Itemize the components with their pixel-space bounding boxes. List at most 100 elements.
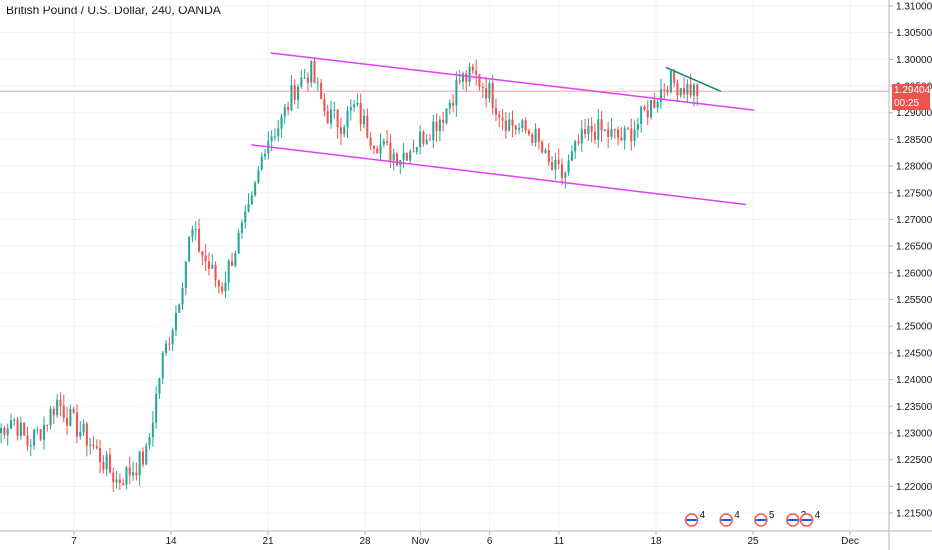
candle-body xyxy=(369,137,372,147)
candle-body xyxy=(593,131,596,140)
trend-line xyxy=(665,66,722,93)
candle-body xyxy=(29,445,32,447)
candle-body xyxy=(290,85,293,110)
candle-body xyxy=(69,409,72,426)
candle-body xyxy=(13,419,16,421)
candle-body xyxy=(544,150,547,153)
candle-body xyxy=(392,153,395,161)
candle-body xyxy=(527,130,530,135)
candle-body xyxy=(247,204,250,212)
candle-body xyxy=(201,251,204,256)
candle-body xyxy=(491,83,494,109)
candle-body xyxy=(346,110,349,128)
candle-body xyxy=(620,137,623,141)
candle-body xyxy=(395,153,399,166)
candle-body xyxy=(626,128,629,130)
event-marker: 4 xyxy=(799,510,821,527)
candle-body xyxy=(42,424,45,440)
candle-body xyxy=(171,330,174,345)
candle-body xyxy=(676,82,679,96)
candle-body xyxy=(313,60,316,84)
candle-body xyxy=(547,150,550,163)
candle-body xyxy=(141,451,144,465)
candle-body xyxy=(640,106,643,125)
candle-body xyxy=(587,125,590,135)
candle-body xyxy=(105,454,108,470)
candle-body xyxy=(343,127,346,134)
candle-body xyxy=(221,286,224,292)
candle-body xyxy=(23,422,26,436)
candle-body xyxy=(165,343,168,353)
candle-body xyxy=(353,104,356,108)
candle-body xyxy=(300,77,303,87)
candle-body xyxy=(511,119,514,126)
candle-body xyxy=(577,141,580,144)
candle-body xyxy=(254,182,257,196)
y-tick-label: 1.23500 xyxy=(896,402,932,413)
candle-body xyxy=(603,129,606,131)
candle-body xyxy=(6,428,9,436)
candle-body xyxy=(102,462,105,470)
candle-body xyxy=(389,142,392,161)
candle-body xyxy=(494,108,498,115)
candle-body xyxy=(405,152,408,161)
candle-body xyxy=(188,237,191,262)
candle-body xyxy=(659,89,662,103)
candle-body xyxy=(643,106,646,110)
y-tick-label: 1.27500 xyxy=(896,188,932,199)
candle-body xyxy=(277,128,280,137)
candle-body xyxy=(16,419,19,436)
candle-body xyxy=(455,80,458,106)
event-count: 4 xyxy=(700,510,706,521)
candle-body xyxy=(174,312,177,331)
candle-body xyxy=(554,159,557,170)
candle-body xyxy=(613,129,616,131)
events: 44534 xyxy=(684,510,821,527)
candle-body xyxy=(56,399,59,416)
candle-body xyxy=(287,106,290,110)
candle-body xyxy=(481,86,484,89)
candle-body xyxy=(501,117,504,121)
candle-body xyxy=(630,128,633,142)
candle-body xyxy=(597,119,600,140)
candle-body xyxy=(531,134,534,143)
candle-body xyxy=(419,131,422,148)
candle-body xyxy=(283,106,286,117)
candle-body xyxy=(0,427,3,434)
candle-body xyxy=(132,472,135,476)
y-tick-label: 1.27000 xyxy=(896,215,932,226)
candle-body xyxy=(72,409,75,413)
y-tick-label: 1.23000 xyxy=(896,428,932,439)
y-axis: 1.21500 1.22000 1.22500 1.23000 1.23500 1.240… xyxy=(888,0,932,550)
candle-body xyxy=(465,73,468,83)
candle-body xyxy=(303,77,306,79)
candle-body xyxy=(26,435,29,446)
candle-body xyxy=(59,399,62,406)
candle-body xyxy=(257,169,260,183)
candle-body xyxy=(118,479,121,483)
candle-body xyxy=(151,422,154,438)
candle-body xyxy=(362,115,366,125)
channel-upper-line xyxy=(270,52,755,111)
candle-body xyxy=(610,129,613,137)
countdown-label: 00:25 xyxy=(892,97,930,111)
candle-body xyxy=(178,304,181,313)
candle-body xyxy=(194,228,197,230)
y-tick-label: 1.24500 xyxy=(896,348,932,359)
candle-body xyxy=(204,255,207,262)
candle-body xyxy=(323,98,326,112)
candle-body xyxy=(366,115,369,138)
x-tick-label: Dec xyxy=(841,536,859,547)
candle-body xyxy=(508,119,511,131)
candle-body xyxy=(435,121,438,131)
candle-body xyxy=(125,467,128,485)
candle-body xyxy=(409,151,412,161)
candle-body xyxy=(636,124,639,130)
candle-body xyxy=(551,162,554,170)
candle-body xyxy=(66,417,69,426)
candle-body xyxy=(376,148,379,154)
candle-body xyxy=(590,125,593,132)
event-count: 4 xyxy=(734,510,740,521)
candle-body xyxy=(679,88,682,96)
